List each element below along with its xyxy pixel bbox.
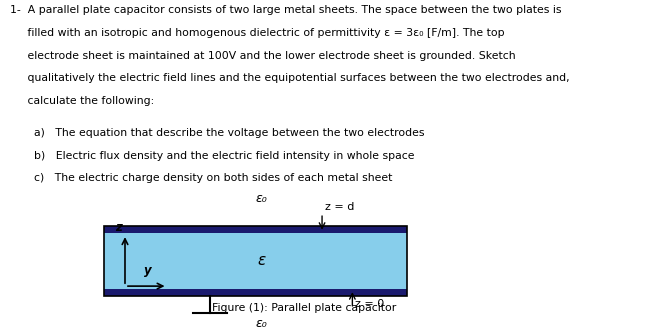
Text: ε: ε bbox=[258, 253, 265, 269]
Text: calculate the following:: calculate the following: bbox=[10, 96, 154, 106]
Bar bbox=[104, 226, 407, 233]
Bar bbox=[104, 233, 407, 289]
Text: ε₀: ε₀ bbox=[256, 316, 267, 330]
Text: qualitatively the electric field lines and the equipotential surfaces between th: qualitatively the electric field lines a… bbox=[10, 73, 569, 83]
Bar bbox=[104, 226, 407, 296]
Text: z = d: z = d bbox=[325, 202, 354, 212]
Text: Figure (1): Parallel plate capacitor: Figure (1): Parallel plate capacitor bbox=[212, 304, 396, 314]
Text: a)   The equation that describe the voltage between the two electrodes: a) The equation that describe the voltag… bbox=[34, 128, 424, 138]
Text: y: y bbox=[144, 264, 152, 277]
Text: c)   The electric charge density on both sides of each metal sheet: c) The electric charge density on both s… bbox=[34, 173, 393, 183]
Text: z = 0: z = 0 bbox=[355, 299, 385, 309]
Text: z: z bbox=[115, 221, 122, 234]
Text: b)   Electric flux density and the electric field intensity in whole space: b) Electric flux density and the electri… bbox=[34, 150, 414, 161]
Text: filled with an isotropic and homogenous dielectric of permittivity ε = 3ε₀ [F/m]: filled with an isotropic and homogenous … bbox=[10, 28, 504, 38]
Text: 1-  A parallel plate capacitor consists of two large metal sheets. The space bet: 1- A parallel plate capacitor consists o… bbox=[10, 5, 561, 16]
Text: ε₀: ε₀ bbox=[256, 192, 267, 205]
Bar bbox=[104, 289, 407, 296]
Text: electrode sheet is maintained at 100V and the lower electrode sheet is grounded.: electrode sheet is maintained at 100V an… bbox=[10, 51, 516, 61]
